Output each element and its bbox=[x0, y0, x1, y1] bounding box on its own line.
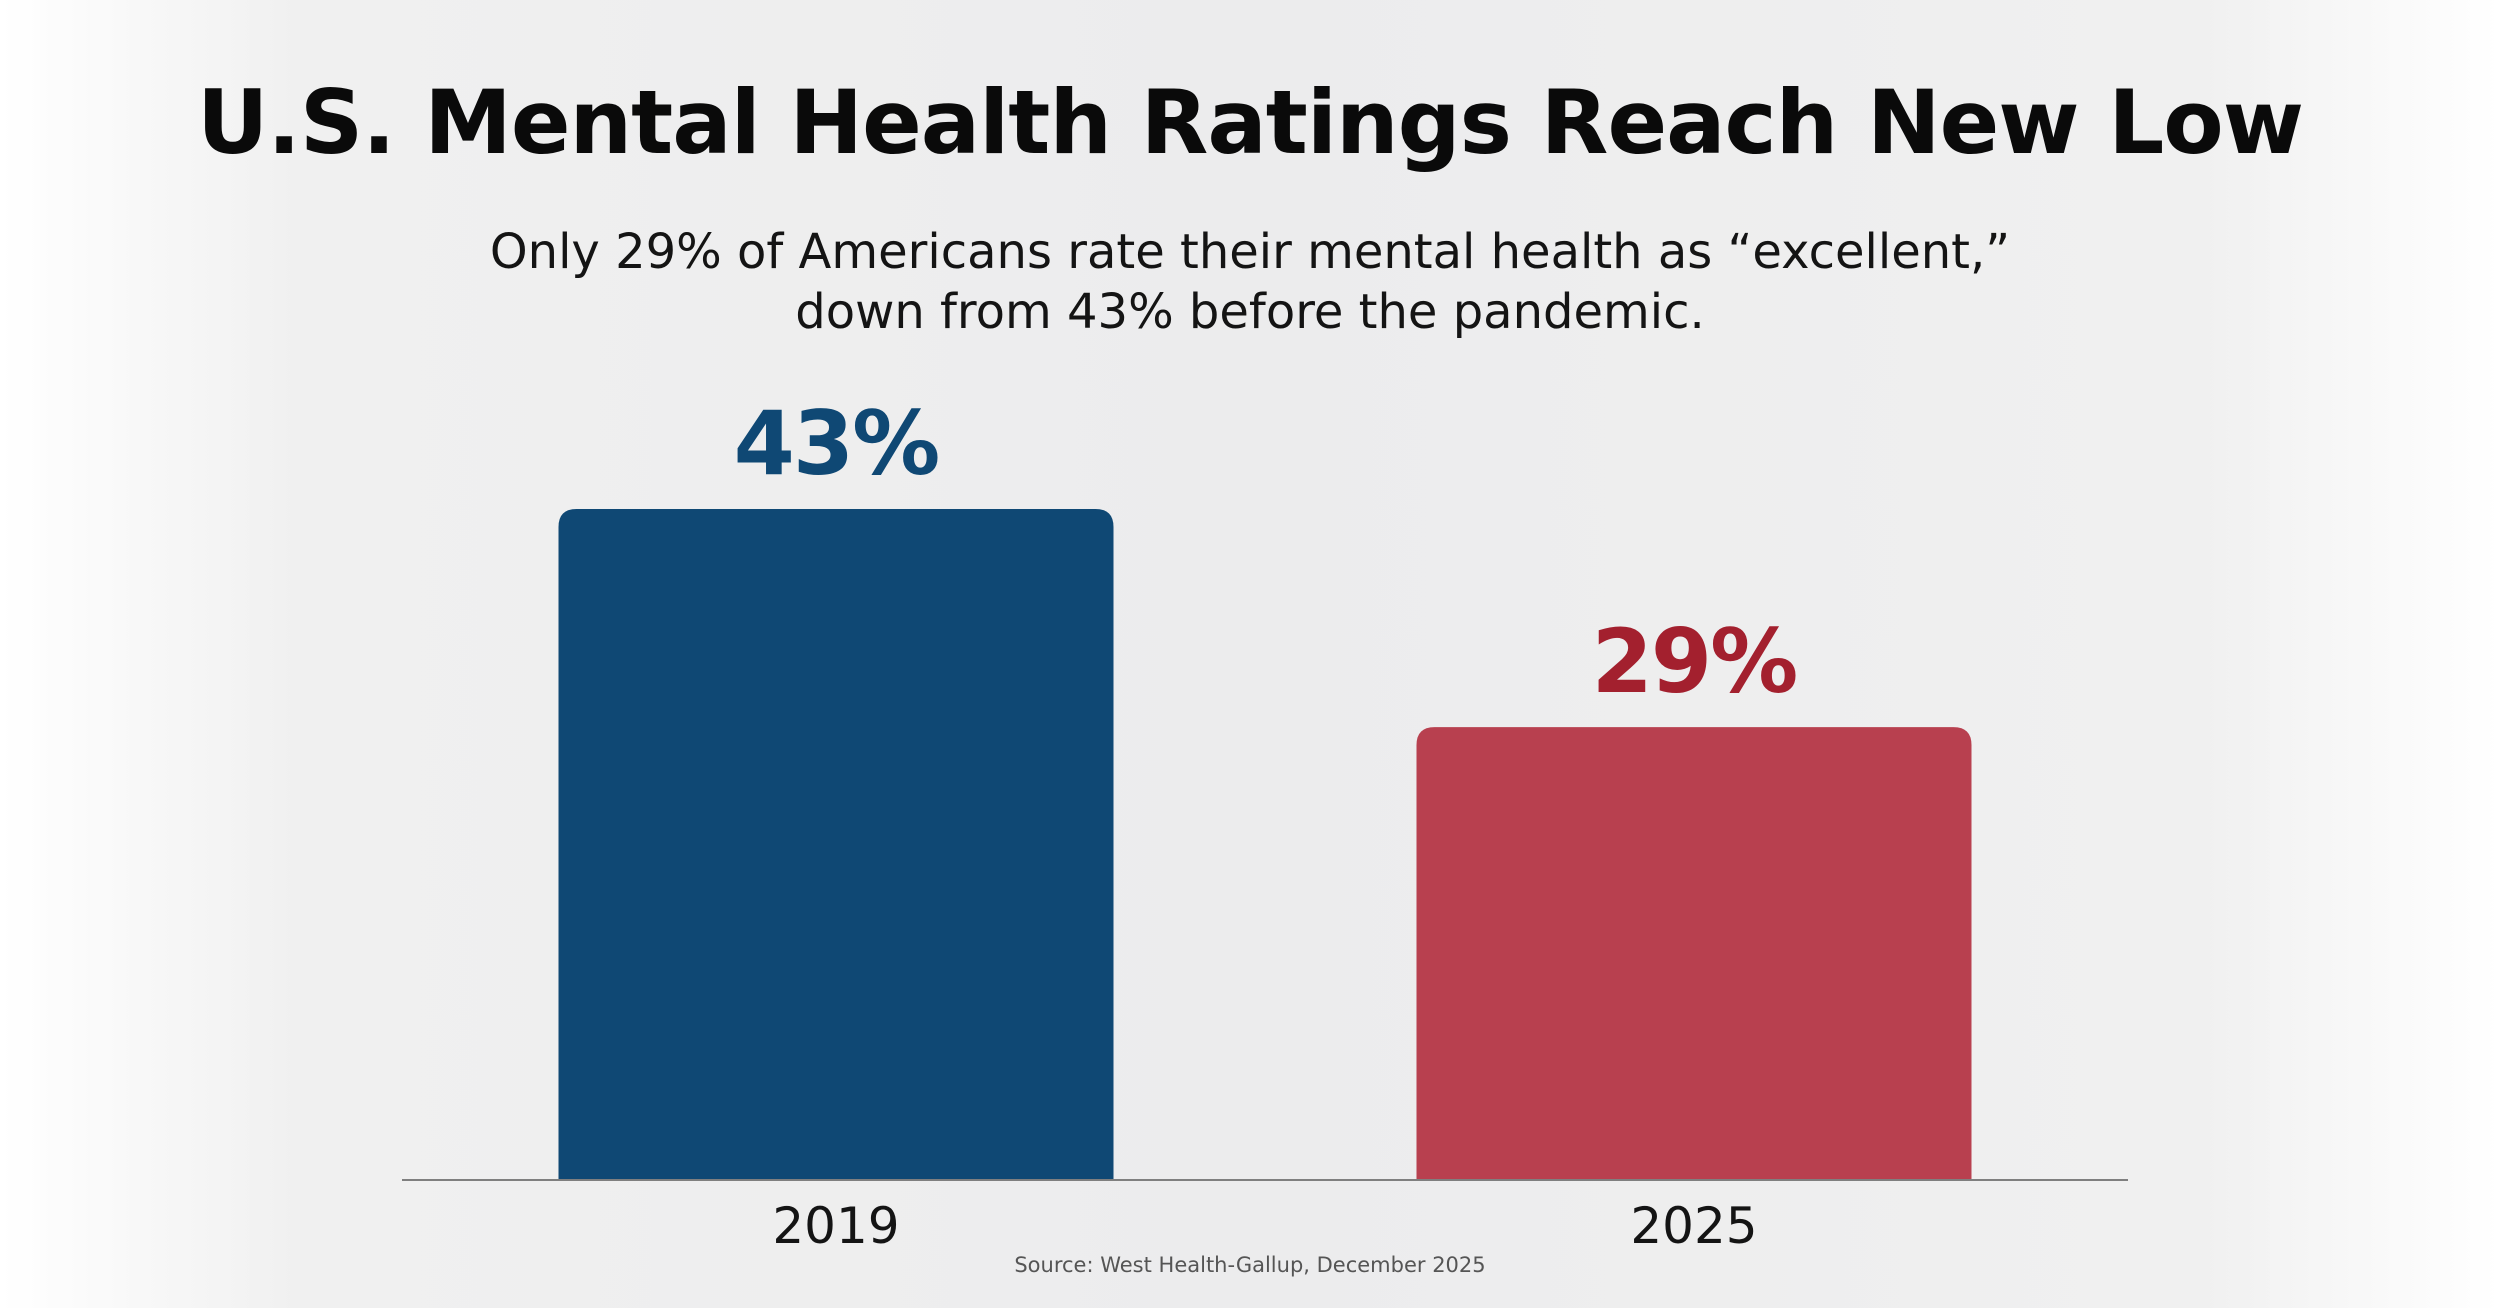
bar-2025 bbox=[1416, 727, 1972, 1179]
subtitle-line-2: down from 43% before the pandemic. bbox=[795, 284, 1705, 340]
subtitle-line-1: Only 29% of Americans rate their mental … bbox=[489, 224, 2011, 280]
chart-title: U.S. Mental Health Ratings Reach New Low bbox=[196, 71, 2304, 174]
x-tick-label-2025: 2025 bbox=[1630, 1197, 1757, 1255]
source-note: Source: West Health-Gallup, December 202… bbox=[1014, 1253, 1486, 1277]
x-tick-label-2019: 2019 bbox=[772, 1197, 899, 1255]
chart-subtitle: Only 29% of Americans rate their mental … bbox=[0, 222, 2500, 342]
value-label-2025: 29% bbox=[1592, 610, 1797, 713]
value-label-2019: 43% bbox=[734, 392, 939, 495]
bar-2019 bbox=[558, 509, 1114, 1179]
